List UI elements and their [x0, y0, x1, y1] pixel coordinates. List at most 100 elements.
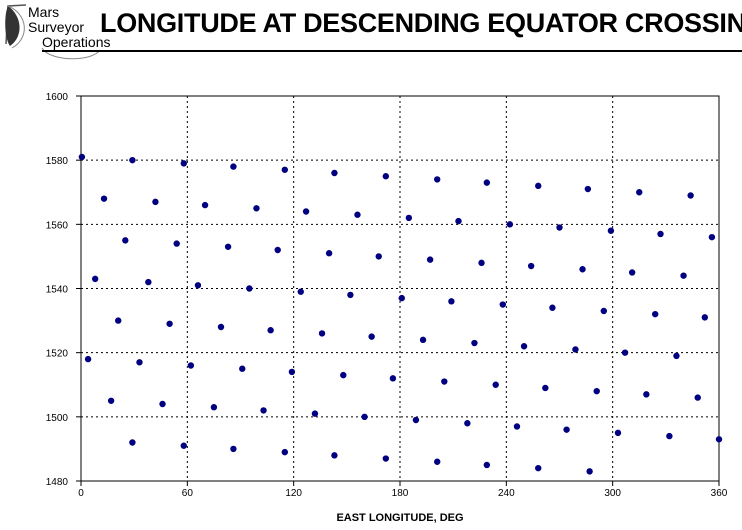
data-point [173, 240, 180, 247]
data-point [483, 461, 491, 469]
data-point [331, 452, 338, 459]
data-point [434, 176, 441, 183]
data-point [224, 243, 232, 250]
data-point [584, 185, 592, 193]
data-point [78, 153, 86, 161]
logo-text-mars: Mars [28, 4, 60, 20]
data-point [152, 198, 159, 206]
y-tick-label: 1560 [46, 220, 69, 231]
data-point [535, 182, 542, 190]
data-point [354, 211, 361, 218]
data-point [549, 304, 556, 311]
data-point [361, 413, 368, 421]
data-point [230, 445, 237, 453]
data-point [194, 282, 202, 289]
data-point [419, 336, 427, 344]
data-point [492, 381, 499, 388]
data-point [652, 310, 659, 318]
data-point [542, 384, 549, 392]
data-point [478, 259, 485, 267]
data-point [441, 378, 448, 385]
x-tick-label: 120 [285, 488, 302, 499]
data-point [246, 285, 253, 292]
data-point [115, 317, 122, 324]
data-point [100, 195, 108, 202]
data-point [614, 429, 622, 437]
data-point [145, 278, 152, 286]
data-point [636, 189, 643, 196]
data-point [180, 160, 187, 167]
data-point [281, 448, 289, 456]
data-point [455, 217, 462, 225]
data-point [657, 230, 664, 238]
y-tick-label: 1500 [46, 413, 69, 424]
data-point [412, 416, 420, 424]
x-tick-label: 60 [182, 488, 194, 499]
data-point [715, 436, 723, 443]
data-point [382, 173, 390, 180]
data-point [556, 224, 563, 231]
data-point [302, 208, 310, 215]
data-point [621, 349, 629, 356]
data-point [434, 458, 441, 465]
data-point [535, 464, 542, 472]
data-point [253, 205, 260, 212]
data-point [311, 410, 319, 417]
data-point [274, 246, 281, 254]
data-point [499, 301, 506, 308]
data-point [201, 201, 209, 209]
data-point [563, 426, 570, 433]
data-point [239, 365, 246, 372]
data-point [701, 314, 709, 321]
data-point [708, 233, 716, 241]
data-point [187, 362, 195, 369]
data-points [78, 153, 723, 475]
data-point [628, 269, 636, 276]
data-point [129, 156, 136, 164]
data-point [129, 439, 136, 446]
x-tick-label: 300 [604, 488, 621, 499]
data-point [91, 275, 99, 283]
data-point [607, 227, 615, 234]
grid-lines [81, 96, 719, 481]
data-point [166, 320, 173, 327]
logo-emblem [5, 4, 101, 60]
data-point [405, 214, 413, 222]
data-point [347, 291, 354, 299]
data-point [426, 256, 434, 263]
data-point [340, 371, 347, 379]
data-point [572, 346, 579, 353]
data-point [84, 355, 92, 363]
y-tick-label: 1480 [46, 477, 69, 488]
data-point [230, 163, 237, 170]
x-axis-title: EAST LONGITUDE, DEG [336, 512, 463, 524]
page-title: LONGITUDE AT DESCENDING EQUATOR CROSSING [100, 8, 742, 38]
data-point [368, 333, 375, 340]
data-point [136, 359, 143, 366]
data-point [513, 423, 521, 430]
data-point [281, 166, 289, 173]
data-point [506, 221, 514, 228]
data-point [389, 375, 397, 382]
data-point [382, 455, 390, 462]
data-point [260, 407, 267, 414]
data-point [217, 323, 225, 331]
data-point [122, 237, 129, 244]
data-point [331, 169, 338, 177]
x-tick-label: 360 [711, 488, 728, 499]
data-point [586, 468, 593, 475]
data-point [325, 250, 333, 257]
logo-text-operations: Operations [42, 34, 111, 50]
title-underline [42, 50, 742, 52]
axis-ticks: 0 60 120 180 240 300 360 1480 1500 1520 1540 1560 15… [46, 92, 728, 499]
data-point [687, 192, 694, 199]
data-point [210, 404, 218, 411]
data-point [527, 262, 535, 270]
data-point [520, 343, 528, 350]
y-tick-label: 1580 [46, 156, 69, 167]
y-tick-label: 1520 [46, 349, 69, 360]
data-point [483, 179, 491, 186]
y-tick-label: 1540 [46, 285, 69, 296]
data-point [318, 330, 326, 337]
